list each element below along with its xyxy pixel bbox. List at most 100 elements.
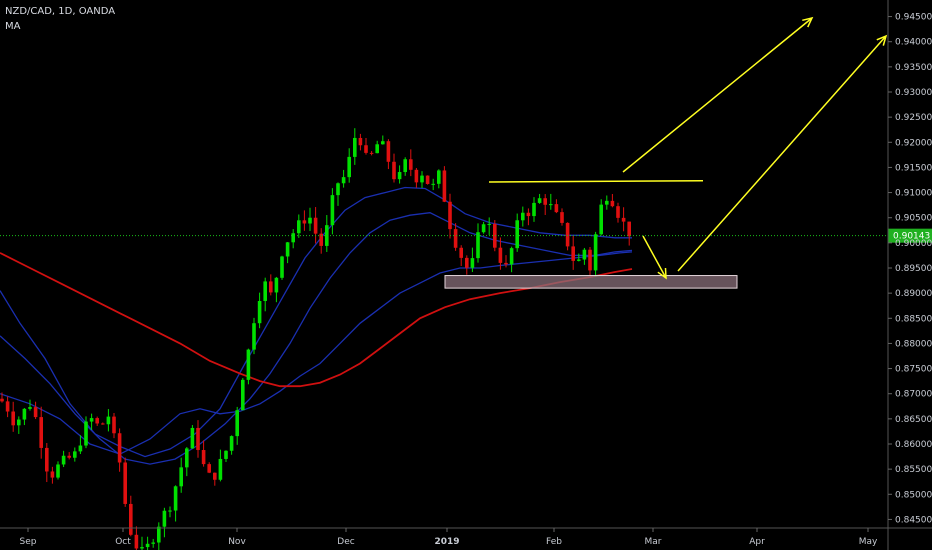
candle-up [308,217,312,224]
price-tick-label: 0.86000 [895,440,932,450]
annotations: 0.90143 [0,16,932,289]
candle-up [437,170,441,184]
candle-up [224,450,228,459]
candle-down [117,433,122,463]
candle-up [78,445,83,452]
indicator-label: MA [5,21,21,32]
candle-down [414,169,419,183]
last-price-label: 0.90143 [893,232,930,242]
candle-down [112,416,116,434]
price-tick-label: 0.92500 [895,113,932,123]
candle-down [560,212,564,223]
price-tick-label: 0.86500 [895,415,932,425]
candle-up [22,408,27,420]
candle-up [577,259,581,261]
candle-up [179,467,183,487]
time-axis[interactable]: Sep Oct Nov Dec 2019 Feb Mar Apr May [0,527,932,547]
candle-down [465,257,469,268]
price-tick-label: 0.93000 [895,88,932,98]
time-tick-label: Sep [20,537,37,547]
price-tick-label: 0.89500 [895,264,932,274]
arrow-bounce-shaft [677,35,887,272]
candle-up [17,419,21,426]
candle-down [201,450,206,465]
candle-up [145,543,150,548]
candle-up [229,436,234,451]
candle-down [364,145,368,153]
arrow-down-head [657,267,667,280]
candle-down [269,281,273,293]
candle-up [330,195,335,226]
candle-down [526,212,531,217]
candle-up [241,379,245,411]
candle-up [235,410,239,437]
support-zone [444,275,738,289]
candle-down [448,201,452,230]
candle-down [196,427,200,451]
candle-down [425,175,430,184]
candle-up [532,202,536,217]
candle-down [588,249,592,271]
time-tick-label: Apr [749,537,765,547]
last-price-badge [888,228,932,243]
candle-up [481,224,486,233]
candle-up [381,141,385,145]
price-tick-label: 0.87000 [895,390,932,400]
price-tick-label: 0.84500 [895,515,932,525]
candle-up [157,526,161,543]
candle-down [442,170,447,202]
candle-down [123,462,127,504]
candle-down [358,137,363,146]
arrow-breakout-head [802,16,814,28]
time-tick-label: Mar [645,537,662,547]
price-tick-label: 0.93500 [895,63,932,73]
price-tick-label: 0.87500 [895,365,932,375]
candle-up [246,349,251,380]
arrow-breakout [622,16,814,173]
arrow-down [642,235,667,280]
candle-up [73,451,77,458]
candle-down [11,411,15,426]
price-axis[interactable]: 0.94500 0.94000 0.93500 0.93000 0.92500 0.920… [887,0,932,550]
candle-down [616,206,620,218]
candle-up [28,407,32,409]
candle-up [336,183,340,196]
candle-up [599,204,603,235]
price-tick-label: 0.89000 [895,289,932,299]
candle-down [207,464,211,473]
candle-up [185,448,189,468]
candle-down [95,418,99,424]
chart-title: NZD/CAD, 1D, OANDA [5,6,116,17]
time-tick-label: 2019 [434,537,459,547]
moving-average-red [0,252,633,388]
candle-down [0,398,4,402]
candle-up [140,547,144,549]
candle-down [5,401,10,412]
price-tick-label: 0.85500 [895,465,932,475]
arrow-bounce [677,34,888,272]
price-tick-label: 0.85000 [895,490,932,500]
candle-down [543,198,547,205]
candle-up [375,144,379,154]
candle-up [420,175,424,183]
candle-down [409,159,413,170]
candle-up [403,159,407,173]
candle-up [291,233,295,243]
price-tick-label: 0.94000 [895,38,932,48]
candle-down [392,161,396,180]
candle-up [549,204,553,206]
candle-down [493,223,497,248]
moving-average-blue [0,212,633,465]
candle-up [56,464,60,478]
candle-up [61,455,66,465]
candle-up [280,256,284,278]
candle-down [313,217,318,234]
candle-down [50,471,55,478]
candle-up [218,458,223,480]
price-tick-label: 0.90000 [895,239,932,249]
candle-down [459,247,463,258]
price-tick-label: 0.88000 [895,339,932,349]
candle-up [89,418,94,422]
candle-down [101,423,105,425]
